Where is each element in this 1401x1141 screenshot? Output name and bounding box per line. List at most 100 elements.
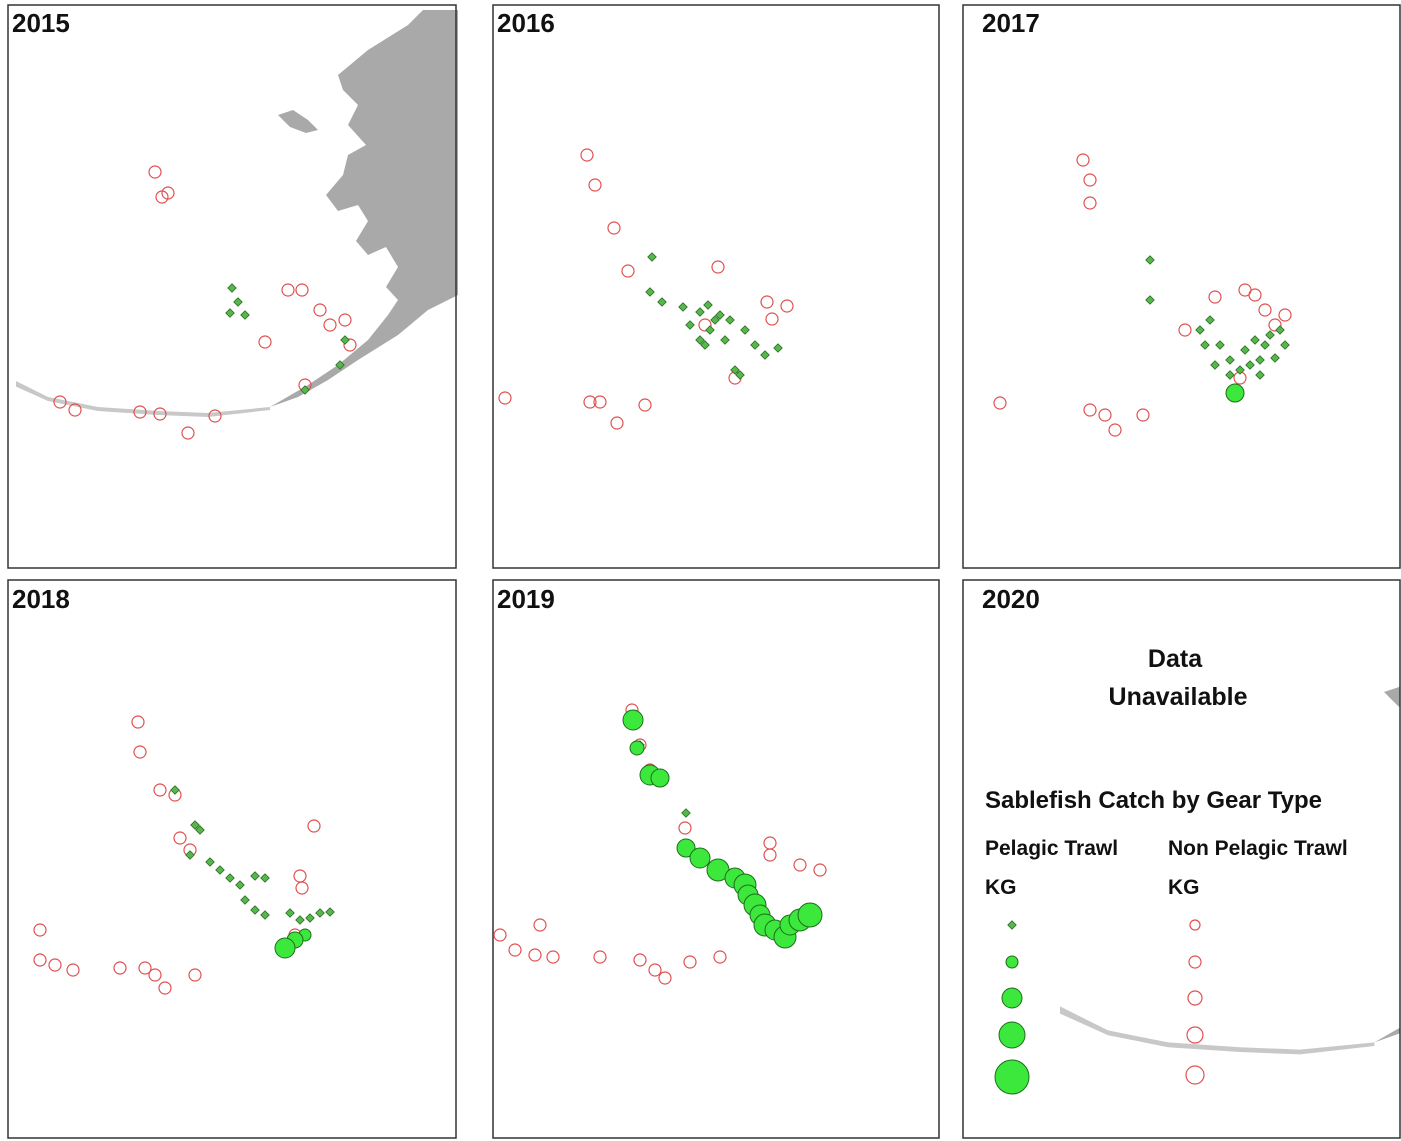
pelagic-point: [227, 283, 237, 293]
non-pelagic-point: [173, 831, 187, 845]
pelagic-point: [1260, 340, 1270, 350]
pelagic-point: [1245, 360, 1255, 370]
pelagic-point: [225, 308, 235, 318]
non-pelagic-point: [1108, 423, 1122, 437]
non-pelagic-point: [533, 918, 547, 932]
non-pelagic-point: [760, 295, 774, 309]
pelagic-point: [240, 895, 250, 905]
non-pelagic-point: [338, 313, 352, 327]
non-pelagic-point: [181, 426, 195, 440]
pelagic-point: [681, 808, 691, 818]
non-pelagic-point: [53, 395, 67, 409]
pelagic-point: [250, 871, 260, 881]
pelagic-point: [1215, 340, 1225, 350]
pelagic-point: [1255, 355, 1265, 365]
non-pelagic-point: [113, 961, 127, 975]
pelagic-point: [689, 847, 711, 869]
pelagic-point: [1007, 920, 1017, 930]
pelagic-point: [340, 335, 350, 345]
panel-year: 2017: [982, 8, 1040, 38]
non-pelagic-point: [1188, 955, 1202, 969]
pelagic-point: [1270, 353, 1280, 363]
non-pelagic-point: [133, 745, 147, 759]
pelagic-point: [735, 370, 745, 380]
pelagic-point: [1145, 255, 1155, 265]
non-pelagic-point: [508, 943, 522, 957]
non-pelagic-point: [813, 863, 827, 877]
pelagic-point: [185, 850, 195, 860]
non-pelagic-point: [763, 836, 777, 850]
non-pelagic-point: [678, 821, 692, 835]
non-pelagic-point: [33, 953, 47, 967]
non-pelagic-point: [593, 395, 607, 409]
non-pelagic-point: [148, 165, 162, 179]
non-pelagic-point: [698, 318, 712, 332]
pelagic-point: [260, 873, 270, 883]
panel-year: 2018: [12, 584, 70, 614]
non-pelagic-point: [610, 416, 624, 430]
non-pelagic-point: [293, 869, 307, 883]
pelagic-point: [1225, 383, 1245, 403]
non-pelagic-point: [1187, 990, 1203, 1006]
pelagic-point: [1250, 335, 1260, 345]
non-pelagic-point: [131, 715, 145, 729]
pelagic-point: [325, 907, 335, 917]
non-pelagic-point: [683, 955, 697, 969]
non-pelagic-point: [1178, 323, 1192, 337]
non-pelagic-point: [1083, 403, 1097, 417]
non-pelagic-point: [528, 948, 542, 962]
pelagic-point: [760, 350, 770, 360]
non-pelagic-point: [295, 881, 309, 895]
pelagic-point: [233, 297, 243, 307]
non-pelagic-point: [161, 186, 175, 200]
non-pelagic-point: [307, 819, 321, 833]
non-pelagic-point: [593, 950, 607, 964]
panel-frames: [7, 4, 1401, 1139]
pelagic-point: [285, 908, 295, 918]
pelagic-point: [1205, 315, 1215, 325]
panel-year: 2020: [982, 584, 1040, 614]
pelagic-point: [695, 307, 705, 317]
non-pelagic-point: [765, 312, 779, 326]
non-pelagic-point: [713, 950, 727, 964]
pelagic-point: [235, 880, 245, 890]
pelagic-point: [250, 905, 260, 915]
legend-group: Pelagic Trawl: [985, 837, 1118, 860]
pelagic-point: [725, 315, 735, 325]
non-pelagic-point: [621, 264, 635, 278]
catch-points: [33, 148, 1292, 1095]
non-pelagic-point: [493, 928, 507, 942]
pelagic-point: [170, 785, 180, 795]
pelagic-point: [645, 287, 655, 297]
pelagic-point: [622, 709, 644, 731]
non-pelagic-point: [780, 299, 794, 313]
pelagic-point: [1235, 365, 1245, 375]
non-pelagic-point: [583, 395, 597, 409]
pelagic-point: [685, 320, 695, 330]
panel-year: 2015: [12, 8, 70, 38]
non-pelagic-point: [1268, 318, 1282, 332]
non-pelagic-point: [1098, 408, 1112, 422]
pelagic-point: [190, 820, 200, 830]
non-pelagic-point: [793, 858, 807, 872]
pelagic-point: [1200, 340, 1210, 350]
non-pelagic-point: [1185, 1065, 1205, 1085]
pelagic-point: [700, 340, 710, 350]
non-pelagic-point: [498, 391, 512, 405]
non-pelagic-point: [48, 958, 62, 972]
note: Unavailable: [1109, 683, 1248, 711]
pelagic-point: [1195, 325, 1205, 335]
legend-group: Non Pelagic Trawl: [1168, 837, 1348, 860]
pelagic-point: [710, 315, 720, 325]
pelagic-point: [295, 915, 305, 925]
pelagic-point: [1145, 295, 1155, 305]
non-pelagic-point: [1083, 173, 1097, 187]
non-pelagic-point: [33, 923, 47, 937]
pelagic-point: [730, 365, 740, 375]
pelagic-point: [1255, 370, 1265, 380]
pelagic-point: [274, 937, 296, 959]
pelagic-point: [650, 768, 670, 788]
non-pelagic-point: [993, 396, 1007, 410]
non-pelagic-point: [148, 968, 162, 982]
pelagic-point: [1240, 345, 1250, 355]
